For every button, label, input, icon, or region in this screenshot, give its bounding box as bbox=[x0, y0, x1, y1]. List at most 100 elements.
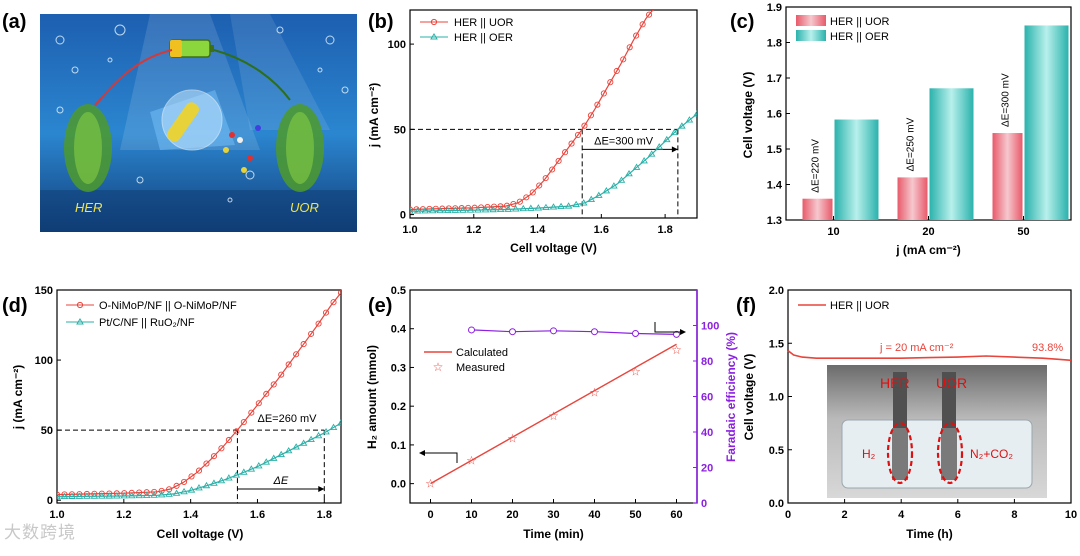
d-series-ptc-point-21 bbox=[210, 479, 218, 486]
b-series-uor-point-14 bbox=[497, 203, 504, 210]
e-ytick-r-label-1: 20 bbox=[701, 463, 713, 475]
c-bar-uor-0 bbox=[802, 198, 833, 220]
f-legend-label: HER || UOR bbox=[830, 300, 890, 312]
b-series-oer-point-18 bbox=[542, 203, 550, 211]
d-series-ptc-point-8 bbox=[112, 492, 121, 499]
c-annotation-1: ΔE=250 mV bbox=[906, 117, 917, 171]
b-series-oer-point-12 bbox=[496, 205, 505, 213]
d-series-nimop-point-21 bbox=[210, 453, 217, 460]
b-series-uor-point-31 bbox=[607, 79, 614, 86]
f-ytick-label-2: 1.0 bbox=[769, 392, 784, 404]
b-series-oer-line bbox=[410, 113, 697, 212]
d-series-ptc-point-14 bbox=[157, 491, 166, 498]
d-series-nimop-point-33 bbox=[300, 341, 307, 348]
c-ytick-label-5: 1.8 bbox=[767, 38, 782, 50]
b-series-oer-point-4 bbox=[436, 206, 445, 214]
b-series-oer-point-36 bbox=[678, 122, 686, 129]
d-series-ptc-point-17 bbox=[180, 487, 188, 495]
c-legend-swatch-1 bbox=[796, 30, 826, 41]
b-series-uor-point-25 bbox=[568, 140, 575, 147]
e-faradaic-point-0 bbox=[468, 326, 475, 334]
b-series-oer-point-38 bbox=[693, 110, 697, 117]
b-series-oer-point-19 bbox=[549, 203, 558, 210]
d-series-nimop-point-23 bbox=[225, 436, 232, 444]
f-series-line bbox=[787, 350, 1072, 362]
d-series-nimop-point-22 bbox=[218, 445, 225, 452]
b-series-oer-point-2 bbox=[421, 207, 429, 214]
b-series-oer-point-10 bbox=[481, 206, 490, 213]
d-series-ptc-point-25 bbox=[240, 468, 248, 475]
e-ytick-label-4: 0.4 bbox=[391, 324, 407, 336]
panel-label-f: (f) bbox=[736, 295, 756, 317]
b-series-oer-point-13 bbox=[504, 205, 512, 212]
c-xtick-label-2: 50 bbox=[1017, 226, 1029, 238]
f-inset-h2-label: H₂ bbox=[862, 447, 876, 461]
panel-label-a: (a) bbox=[2, 11, 26, 33]
battery-icon bbox=[169, 39, 214, 58]
f-ytick-label-3: 1.5 bbox=[769, 338, 784, 350]
d-series-ptc-point-11 bbox=[135, 491, 144, 499]
d-series-nimop-point-24 bbox=[233, 428, 240, 435]
d-annotation: ΔE=260 mV bbox=[257, 413, 317, 425]
d-series-ptc-point-28 bbox=[262, 458, 271, 465]
d-legend-marker-1 bbox=[76, 318, 84, 325]
panel-a-her-label: HER bbox=[75, 200, 102, 215]
f-inset-highlight-left bbox=[886, 421, 914, 485]
b-series-uor-point-38 bbox=[653, 4, 658, 9]
b-series-oer-point-9 bbox=[474, 206, 482, 213]
e-measured-point-5: ☆ bbox=[630, 364, 641, 378]
d-xtick-label-0: 1.0 bbox=[49, 509, 64, 521]
d-series-ptc-point-34 bbox=[307, 435, 315, 443]
b-series-uor-point-29 bbox=[594, 101, 601, 108]
e-right-axis-arrow bbox=[654, 322, 680, 333]
b-series-oer-point-22 bbox=[572, 200, 580, 208]
e-xtick-label-3: 30 bbox=[547, 509, 559, 521]
f-inset-electrode-clamp-right bbox=[942, 372, 956, 428]
d-series-ptc-point-3 bbox=[75, 492, 84, 499]
b-ytick-label-2: 100 bbox=[388, 39, 406, 51]
d-series-ptc-point-32 bbox=[292, 443, 300, 450]
c-legend-label-1: HER || OER bbox=[830, 31, 889, 43]
b-series-oer-point-28 bbox=[617, 176, 626, 183]
b-series-uor-point-27 bbox=[581, 122, 588, 129]
b-series-oer-point-1 bbox=[413, 207, 422, 214]
c-annotation-2: ΔE=300 mV bbox=[1001, 73, 1012, 127]
d-legend-marker-0 bbox=[76, 301, 84, 309]
b-xlabel: Cell voltage (V) bbox=[510, 241, 597, 255]
b-series-oer-point-32 bbox=[647, 150, 656, 157]
c-ytick-label-3: 1.6 bbox=[767, 109, 782, 121]
e-ytick-r-label-4: 80 bbox=[701, 356, 713, 368]
b-series-uor-point-17 bbox=[516, 198, 523, 205]
d-series-ptc-point-12 bbox=[142, 491, 151, 498]
d-ytick-label-3: 150 bbox=[35, 285, 53, 297]
b-series-oer-point-14 bbox=[511, 205, 520, 212]
b-series-uor-point-23 bbox=[555, 157, 562, 164]
d-series-ptc-line bbox=[57, 422, 341, 498]
d-series-ptc-point-31 bbox=[284, 446, 293, 454]
d-series-ptc-point-6 bbox=[98, 492, 106, 499]
d-series-nimop-point-27 bbox=[255, 400, 262, 407]
d-series-nimop-point-36 bbox=[323, 309, 330, 316]
chart-d: 1.0 1.2 1.4 1.6 1.8 0 50 100 150 Cell voltage (V)… bbox=[11, 285, 342, 541]
d-xtick-label-3: 1.6 bbox=[250, 509, 265, 521]
d-series-nimop-point-12 bbox=[143, 489, 150, 496]
b-series-oer-point-17 bbox=[534, 204, 543, 211]
c-ytick-label-4: 1.7 bbox=[767, 73, 782, 85]
b-series-oer-point-3 bbox=[428, 206, 437, 214]
f-xlabel: Time (h) bbox=[906, 527, 952, 541]
b-series-oer-point-26 bbox=[602, 187, 611, 194]
d-series-ptc-point-16 bbox=[172, 489, 181, 496]
f-ytick-label-1: 0.5 bbox=[769, 445, 784, 457]
d-series-nimop-point-20 bbox=[203, 460, 210, 467]
panel-a-illustration: HER UOR bbox=[40, 14, 357, 232]
c-annotation-0: ΔE=220 mV bbox=[811, 139, 822, 193]
d-series-nimop-point-30 bbox=[278, 371, 285, 378]
d-series-nimop-point-25 bbox=[240, 419, 247, 426]
d-series-nimop-point-18 bbox=[188, 473, 195, 480]
e-faradaic-point-3 bbox=[591, 328, 598, 336]
b-series-uor-point-24 bbox=[562, 149, 569, 156]
d-series-ptc-point-1 bbox=[60, 492, 69, 500]
d-xtick-label-1: 1.2 bbox=[116, 509, 131, 521]
b-series-uor-point-28 bbox=[587, 112, 594, 119]
